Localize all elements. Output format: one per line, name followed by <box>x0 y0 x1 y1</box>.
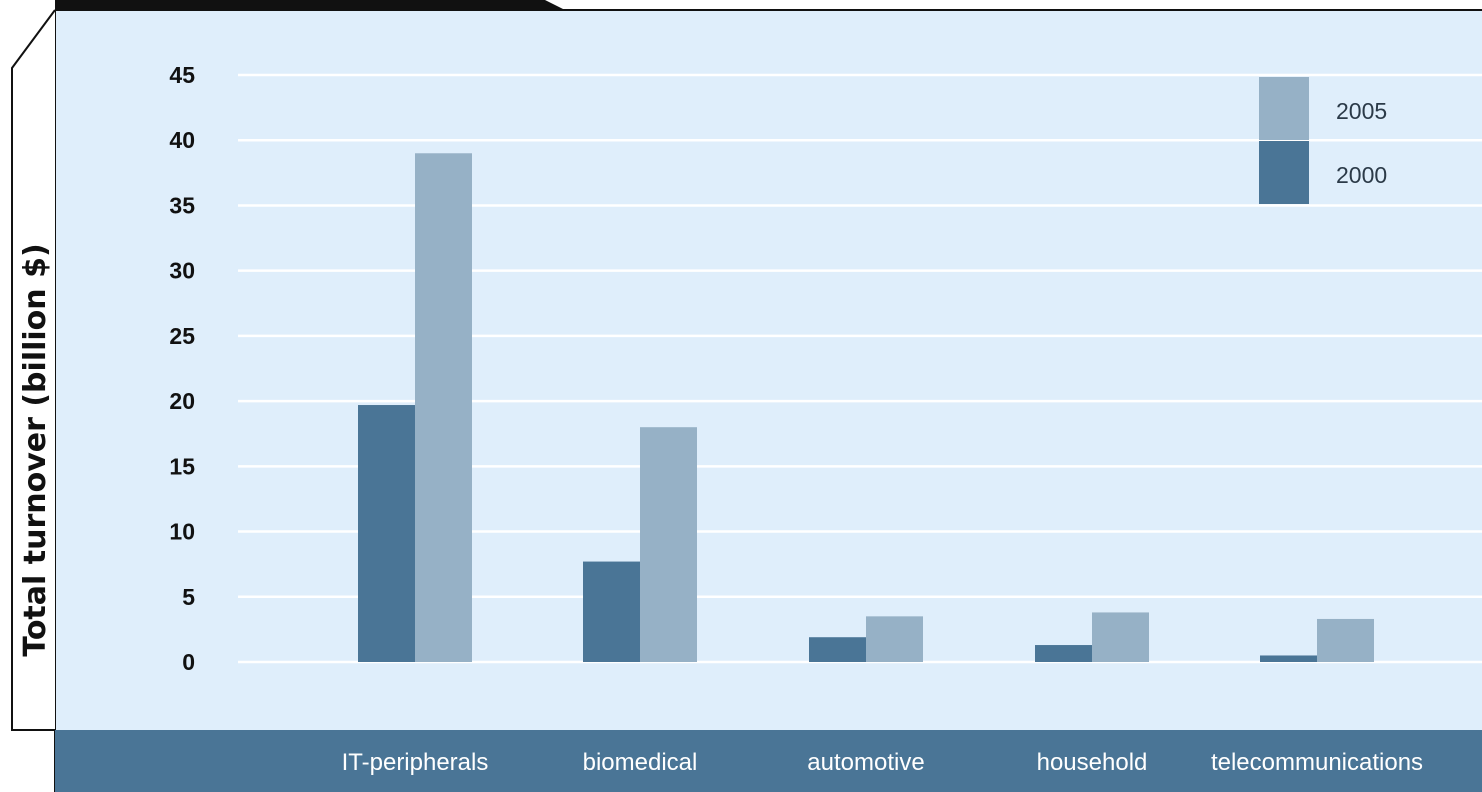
bar-2000-telecommunications <box>1260 655 1317 662</box>
legend-swatch-2000 <box>1259 141 1309 204</box>
x-tick-label: IT-peripherals <box>342 749 489 776</box>
y-tick-label: 15 <box>169 453 195 479</box>
y-tick-label: 5 <box>182 584 195 610</box>
plot-background <box>55 10 1482 730</box>
y-tick-label: 25 <box>169 323 195 349</box>
bar-2005-automotive <box>866 616 923 662</box>
y-tick-label: 20 <box>169 388 195 414</box>
header-tab <box>55 0 565 10</box>
y-axis-label: Total turnover (billion $) <box>18 243 53 656</box>
x-tick-label: automotive <box>807 749 924 776</box>
legend-label: 2005 <box>1336 98 1387 124</box>
y-tick-label: 0 <box>182 649 195 675</box>
x-tick-labels: IT-peripherals biomedical automotive househ… <box>342 749 1423 776</box>
bar-2005-IT-peripherals <box>415 153 472 662</box>
bar-2000-biomedical <box>583 561 640 662</box>
x-tick-label: household <box>1037 749 1148 776</box>
y-tick-label: 35 <box>169 192 195 218</box>
bar-2005-telecommunications <box>1317 618 1374 662</box>
y-tick-labels: 0 5 10 15 20 25 30 35 40 45 <box>169 62 195 675</box>
bar-2000-automotive <box>809 637 866 662</box>
x-tick-label: biomedical <box>583 749 698 776</box>
legend-swatch-2005 <box>1259 77 1309 140</box>
y-tick-label: 10 <box>169 519 195 545</box>
bars <box>358 153 1374 662</box>
bar-2000-IT-peripherals <box>358 405 415 662</box>
x-axis-band <box>55 730 1482 792</box>
bar-2005-household <box>1092 612 1149 662</box>
legend-label: 2000 <box>1336 162 1387 188</box>
legend: 2005 2000 <box>1259 77 1387 204</box>
y-tick-label: 30 <box>169 258 195 284</box>
bar-2000-household <box>1035 645 1092 662</box>
ylabel-frame <box>11 9 56 731</box>
y-tick-label: 45 <box>169 62 195 88</box>
y-tick-label: 40 <box>169 127 195 153</box>
x-tick-label: telecommunications <box>1211 749 1423 776</box>
bar-2005-biomedical <box>640 427 697 662</box>
